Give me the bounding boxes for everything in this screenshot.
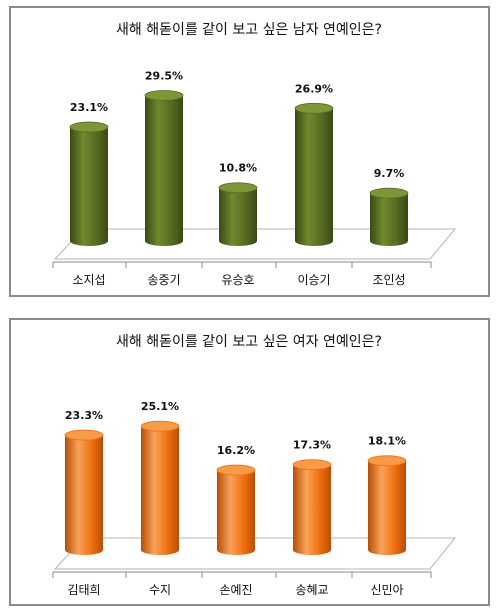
female-bar-4	[292, 459, 332, 555]
female-category-label: 손예진	[219, 583, 252, 597]
female-bar-body	[368, 460, 406, 555]
male-chart-title: 새해 해돋이를 같이 보고 싶은 남자 연예인은?	[116, 22, 382, 38]
male-bar-top	[369, 187, 409, 199]
female-bar-body	[141, 426, 179, 555]
male-category-label: 조인성	[372, 273, 405, 287]
female-category-label: 수지	[149, 583, 171, 597]
female-bar-top	[140, 420, 180, 432]
female-bar-top	[292, 459, 332, 471]
male-bar-5	[369, 187, 409, 246]
female-data-label: 17.3%	[293, 439, 331, 452]
female-chart-title: 새해 해돋이를 같이 보고 싶은 여자 연예인은?	[116, 334, 382, 350]
male-category-label: 소지섭	[72, 273, 105, 287]
female-data-label: 18.1%	[368, 435, 406, 448]
female-category-label: 신민아	[370, 583, 403, 597]
male-data-label: 23.1%	[70, 101, 108, 114]
male-bar-1	[69, 121, 109, 246]
male-bar-body	[70, 127, 108, 246]
female-bar-top	[216, 464, 256, 476]
male-data-label: 29.5%	[145, 69, 183, 82]
male-bar-top	[144, 90, 184, 101]
female-bar-top	[367, 455, 407, 467]
male-bar-2	[144, 90, 184, 246]
male-data-label: 9.7%	[374, 167, 405, 180]
female-data-label: 25.1%	[141, 400, 179, 413]
male-category-label: 유승호	[221, 273, 254, 287]
male-category-label: 송중기	[147, 273, 180, 287]
male-bar-body	[219, 187, 257, 246]
female-bar-2	[140, 420, 180, 555]
female-bar-3	[216, 464, 256, 555]
male-category-label: 이승기	[297, 273, 330, 287]
male-bar-top	[69, 121, 109, 133]
female-data-label: 16.2%	[217, 444, 255, 457]
male-bar-3	[218, 182, 258, 246]
male-bar-top	[294, 102, 334, 114]
male-data-label: 10.8%	[219, 162, 257, 175]
female-bar-body	[217, 470, 255, 555]
male-celebrity-chart-panel: 새해 해돋이를 같이 보고 싶은 남자 연예인은? 23.1% 소지섭 29.5% 송중…	[9, 6, 490, 297]
male-bar-4	[294, 102, 334, 246]
female-bar-top	[64, 429, 104, 441]
female-celebrity-chart-panel: 새해 해돋이를 같이 보고 싶은 여자 연예인은? 23.3% 김태희 25.1% 수지…	[9, 318, 490, 606]
male-bar-top	[218, 182, 258, 194]
male-bar-body	[145, 95, 183, 246]
female-bar-1	[64, 429, 104, 555]
female-celebrity-bar-chart: 새해 해돋이를 같이 보고 싶은 여자 연예인은? 23.3% 김태희 25.1% 수지…	[52, 334, 457, 597]
female-bar-5	[367, 455, 407, 555]
female-bar-body	[65, 435, 103, 555]
male-celebrity-bar-chart: 새해 해돋이를 같이 보고 싶은 남자 연예인은? 23.1% 소지섭 29.5% 송중…	[52, 22, 457, 287]
male-data-label: 26.9%	[295, 82, 333, 95]
female-data-label: 23.3%	[65, 409, 103, 422]
female-category-label: 송혜교	[295, 583, 328, 597]
female-bar-body	[293, 464, 331, 555]
male-bar-body	[295, 108, 333, 246]
male-bar-body	[370, 193, 408, 246]
female-category-label: 김태희	[67, 583, 100, 597]
